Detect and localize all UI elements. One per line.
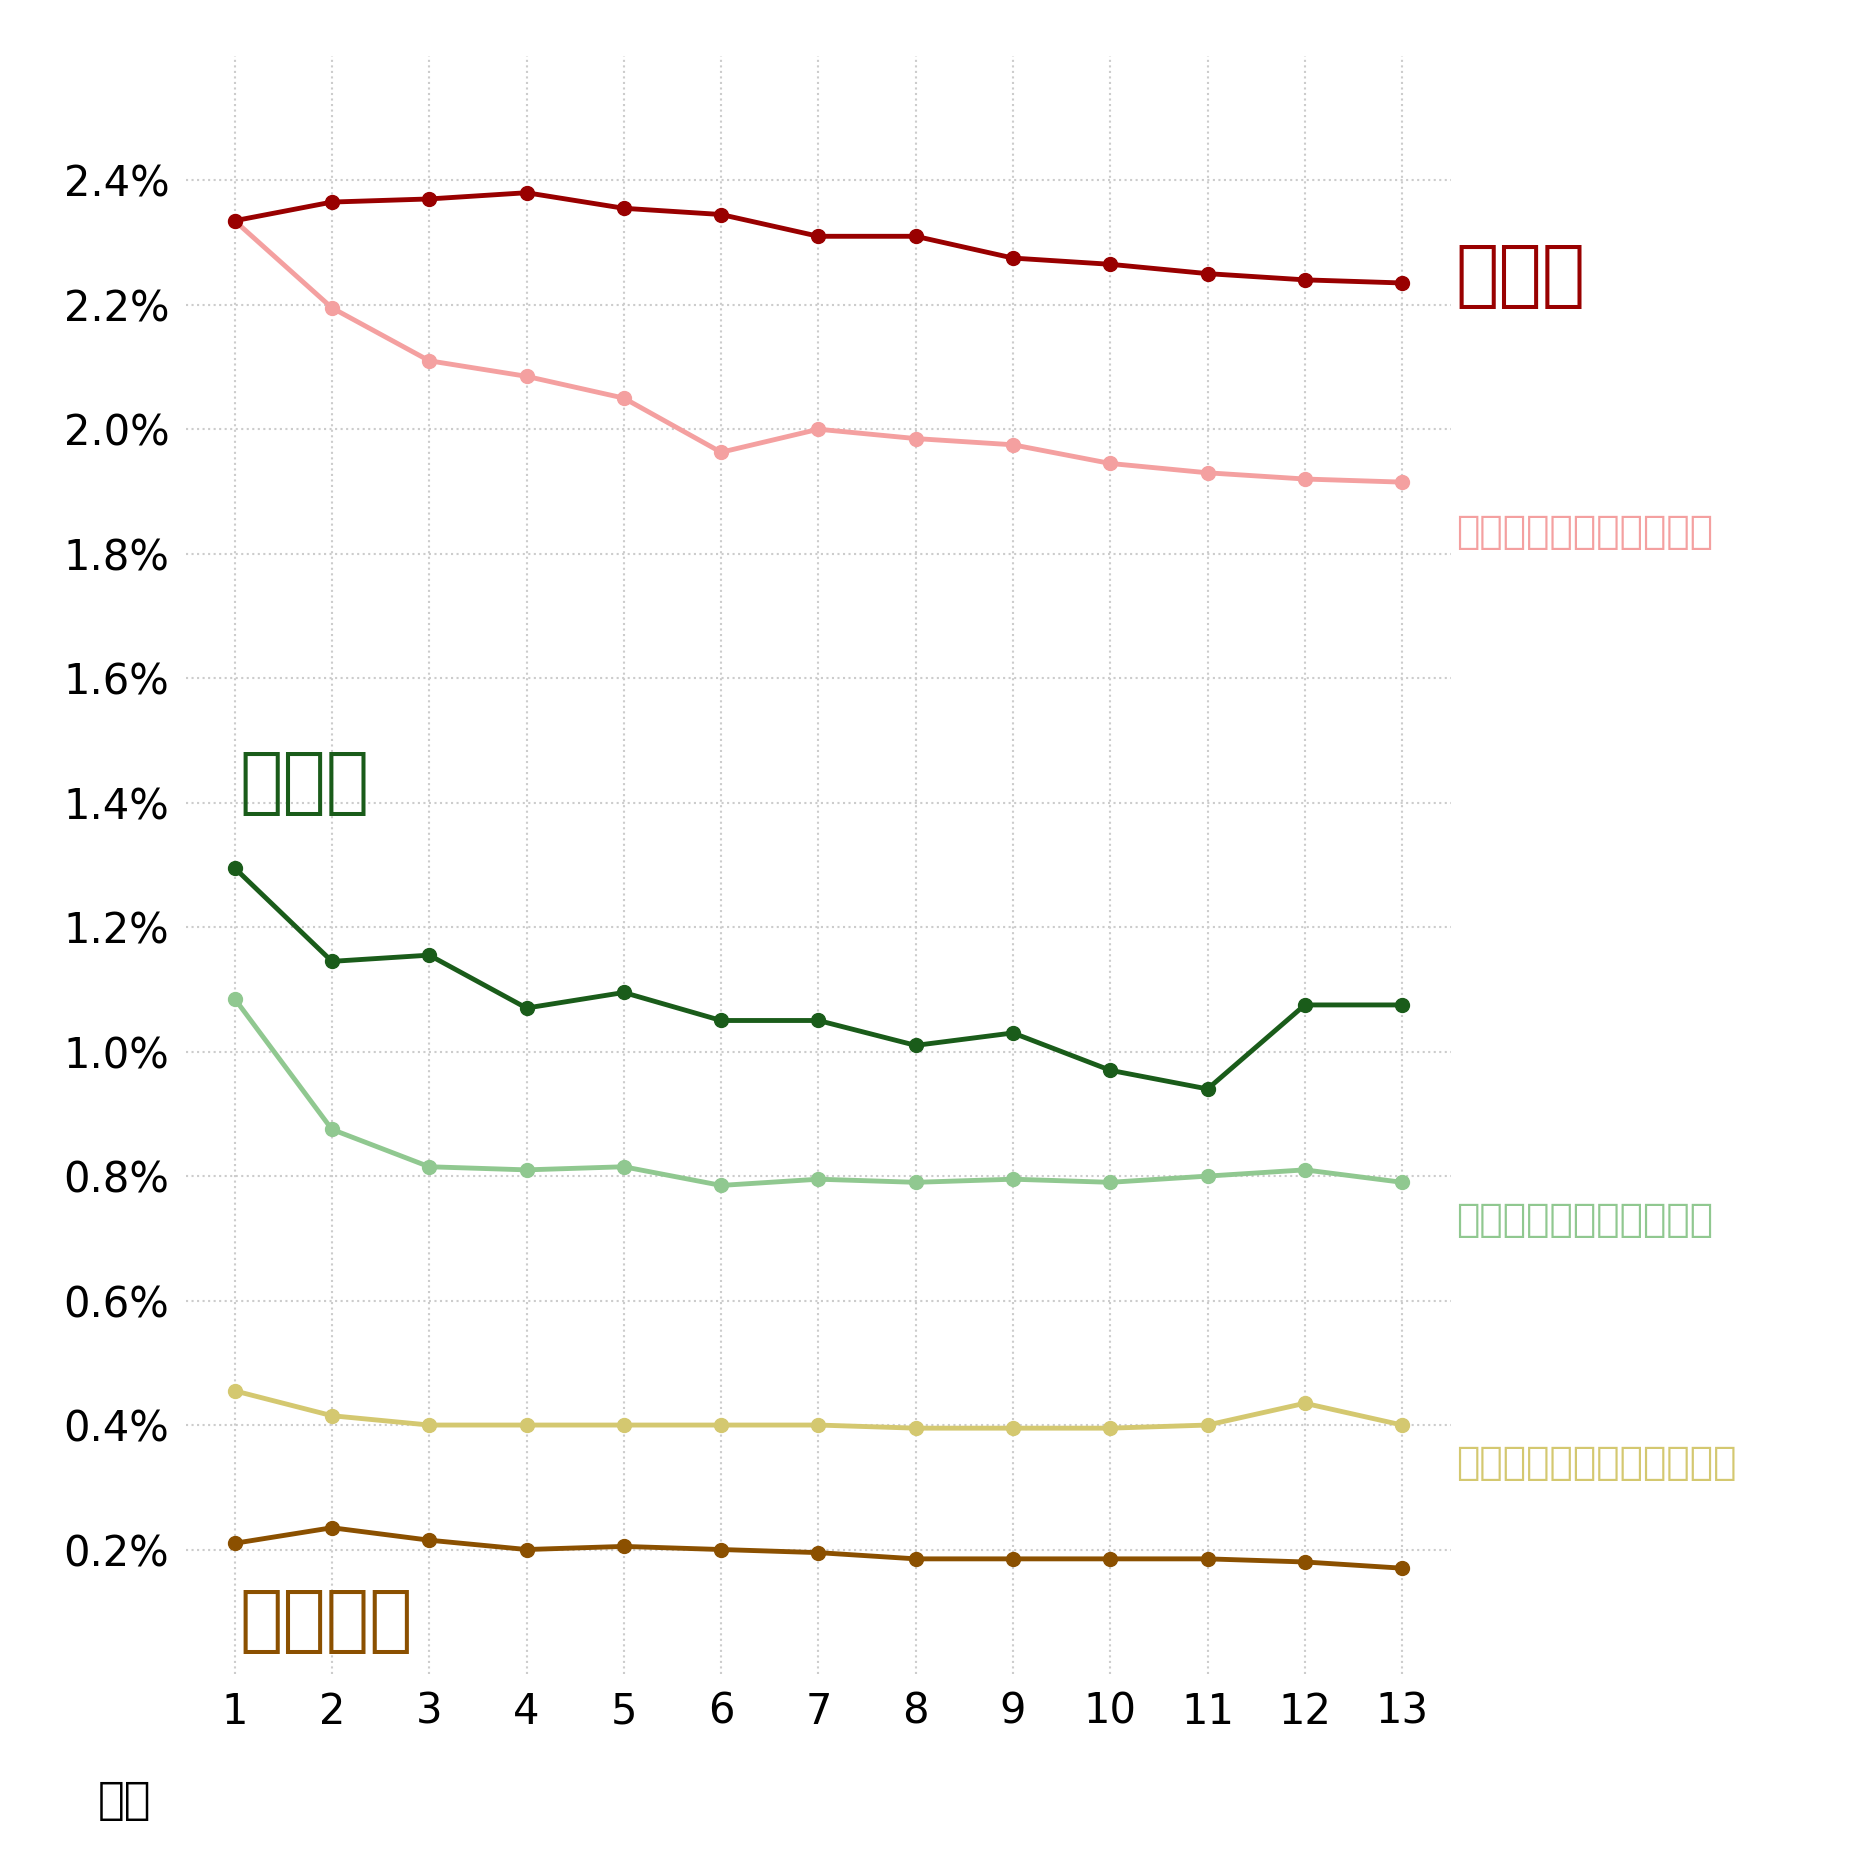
Text: 再生率（全アニメ平均）: 再生率（全アニメ平均） (1456, 1202, 1713, 1239)
Text: 予約率（全アニメ平均）: 予約率（全アニメ平均） (1456, 513, 1713, 551)
Text: ライブ率（全アニメ平均）: ライブ率（全アニメ平均） (1456, 1443, 1735, 1482)
Text: 予約率: 予約率 (1456, 242, 1587, 311)
Text: 話数: 話数 (97, 1780, 151, 1823)
Text: 再生率: 再生率 (240, 750, 370, 818)
Text: ライブ率: ライブ率 (240, 1587, 413, 1655)
